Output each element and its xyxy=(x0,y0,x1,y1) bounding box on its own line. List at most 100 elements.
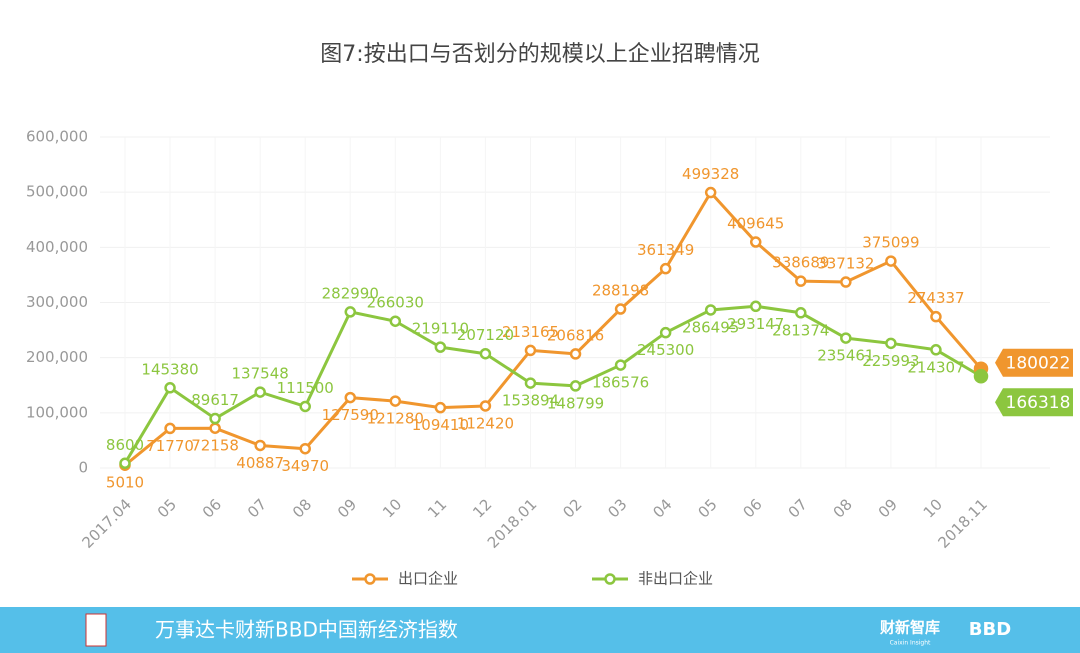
data-point xyxy=(479,400,492,412)
value-label: 109410 xyxy=(412,416,469,434)
data-point xyxy=(164,382,176,394)
value-label: 288198 xyxy=(592,282,649,300)
value-label: 40887 xyxy=(236,454,284,472)
data-point xyxy=(524,344,537,357)
data-point xyxy=(704,186,717,199)
value-label: 214307 xyxy=(907,358,964,376)
value-label: 245300 xyxy=(637,341,694,359)
x-tick-label: 07 xyxy=(785,495,811,521)
x-tick-label: 05 xyxy=(154,495,180,521)
x-tick-label: 10 xyxy=(379,495,405,521)
value-label: 153894 xyxy=(502,392,559,410)
data-point xyxy=(119,457,131,470)
value-label: 5010 xyxy=(106,474,144,492)
value-label: 219110 xyxy=(412,320,469,338)
data-point xyxy=(299,400,311,413)
value-label: 286495 xyxy=(682,318,739,336)
value-label: 361349 xyxy=(637,241,694,259)
data-point xyxy=(569,380,582,392)
x-tick-label: 06 xyxy=(199,495,225,521)
value-label: 338689 xyxy=(772,254,829,272)
data-point xyxy=(524,377,537,389)
footer-brand: 财新智库 xyxy=(880,619,940,637)
legend-label: 出口企业 xyxy=(398,570,458,588)
x-tick-label: 10 xyxy=(920,495,946,521)
value-label: 274337 xyxy=(907,289,964,307)
y-tick-label: 600,000 xyxy=(26,128,88,146)
value-label: 499328 xyxy=(682,165,739,183)
value-label: 375099 xyxy=(862,234,919,252)
legend-label: 非出口企业 xyxy=(638,570,713,588)
data-point xyxy=(749,300,762,313)
y-tick-label: 100,000 xyxy=(26,403,88,421)
footer-logo: BBD xyxy=(969,619,1011,640)
data-point xyxy=(659,326,672,339)
data-point xyxy=(389,315,402,327)
value-label: 225993 xyxy=(862,352,919,370)
value-label: 127590 xyxy=(322,406,379,424)
value-label: 180022 xyxy=(1006,354,1071,374)
data-point xyxy=(164,422,176,435)
value-label: 213165 xyxy=(502,323,559,341)
data-point xyxy=(930,344,942,356)
data-point xyxy=(973,368,989,384)
value-label: 34970 xyxy=(281,457,329,475)
x-tick-label: 11 xyxy=(424,495,450,521)
legend-swatch xyxy=(604,573,616,585)
value-label: 121280 xyxy=(367,410,424,428)
value-label: 112420 xyxy=(457,414,514,432)
value-label: 409645 xyxy=(727,215,784,233)
series-line xyxy=(123,304,982,465)
chart-title: 图7:按出口与否划分的规模以上企业招聘情况 xyxy=(320,42,759,67)
data-point xyxy=(209,422,221,434)
y-tick-label: 500,000 xyxy=(26,183,88,201)
data-point xyxy=(254,386,266,398)
value-label: 207120 xyxy=(457,326,514,344)
value-label: 266030 xyxy=(367,294,424,312)
x-tick-label: 09 xyxy=(875,495,901,521)
data-point xyxy=(299,442,311,455)
value-label: 137548 xyxy=(232,365,289,383)
data-point xyxy=(885,255,897,267)
data-point xyxy=(344,391,357,404)
value-label-box xyxy=(995,348,1073,377)
data-point xyxy=(254,439,266,452)
data-point xyxy=(209,412,221,425)
x-tick-label: 03 xyxy=(604,495,630,521)
footer-brand-sub: Caixin Insight xyxy=(890,640,931,647)
value-label: 206816 xyxy=(547,326,604,344)
x-tick-label: 06 xyxy=(740,495,766,521)
value-label: 71770 xyxy=(146,437,194,455)
x-tick-label: 2018.11 xyxy=(934,495,991,552)
value-label: 235461 xyxy=(817,347,874,365)
x-tick-label: 02 xyxy=(559,495,585,521)
data-point xyxy=(614,303,627,315)
x-tick-label: 05 xyxy=(694,495,720,521)
data-point xyxy=(885,337,897,350)
x-tick-label: 2017.04 xyxy=(78,495,135,552)
data-point xyxy=(659,262,672,275)
value-label: 111500 xyxy=(277,379,334,397)
y-tick-label: 0 xyxy=(78,459,88,477)
data-point xyxy=(614,359,627,371)
data-point xyxy=(795,307,807,319)
y-tick-label: 300,000 xyxy=(26,293,88,311)
value-label: 145380 xyxy=(141,360,198,378)
data-point xyxy=(749,236,762,248)
value-label: 72158 xyxy=(191,437,239,455)
data-point xyxy=(344,306,357,318)
data-point xyxy=(389,395,402,407)
y-tick-label: 400,000 xyxy=(26,238,88,256)
x-tick-label: 12 xyxy=(469,495,495,521)
value-label: 293147 xyxy=(727,315,784,333)
value-label: 337132 xyxy=(817,255,874,273)
y-tick-label: 200,000 xyxy=(26,348,88,366)
series-line xyxy=(124,191,983,467)
value-label: 89617 xyxy=(191,391,239,409)
footer-band xyxy=(0,607,1080,653)
legend-swatch xyxy=(364,573,376,585)
data-point xyxy=(840,332,852,344)
footer-icon xyxy=(85,613,107,647)
footer-title: 万事达卡财新BBD中国新经济指数 xyxy=(155,618,458,642)
data-point xyxy=(434,341,447,353)
